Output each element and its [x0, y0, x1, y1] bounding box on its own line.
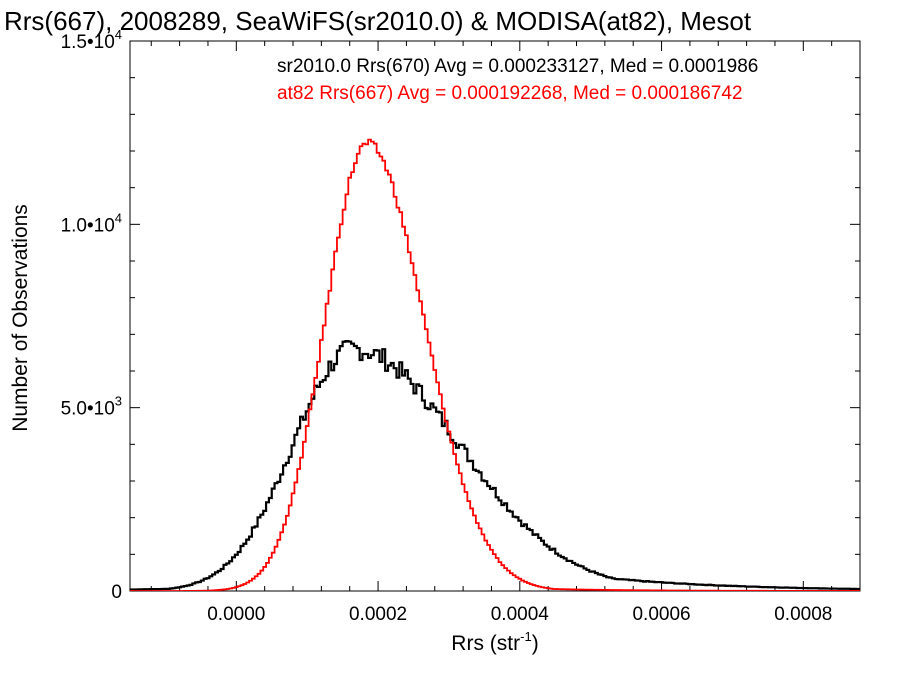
x-tick-label: 0.0006 — [632, 604, 690, 625]
y-tick-label-mantissa: 1.5•10 — [61, 32, 115, 53]
y-axis-label: Number of Observations — [9, 204, 32, 432]
y-tick-label: 1.5•104 — [61, 27, 122, 53]
y-tick-label-exponent: 4 — [115, 210, 122, 225]
series-line-red — [130, 138, 860, 591]
series-line-black — [130, 340, 860, 591]
legend-entry-red: at82 Rrs(667) Avg = 0.000192268, Med = 0… — [277, 83, 743, 104]
plot-frame — [129, 40, 861, 592]
x-tick-label: 0.0004 — [491, 604, 550, 625]
y-tick-label-mantissa: 5.0•10 — [61, 399, 115, 420]
series-layer — [130, 138, 860, 591]
chart-title: Rrs(667), 2008289, SeaWiFS(sr2010.0) & M… — [4, 6, 752, 36]
y-tick-label-mantissa: 1.0•10 — [61, 215, 115, 236]
y-tick-label: 1.0•104 — [61, 210, 122, 236]
x-axis-label-sup: -1 — [520, 629, 532, 644]
x-tick-label: 0.0008 — [774, 604, 832, 625]
y-tick-label-mantissa: 0 — [111, 582, 122, 603]
plot-border — [129, 40, 861, 592]
x-axis-ticks: 0.0000 0.0002 0.0004 0.0006 0.0008 — [150, 41, 861, 625]
x-tick-label: 0.0002 — [349, 604, 407, 625]
legend-entry-black: sr2010.0 Rrs(670) Avg = 0.000233127, Med… — [277, 56, 758, 77]
x-tick-label: 0.0000 — [207, 604, 265, 625]
y-tick-label-exponent: 4 — [115, 27, 122, 42]
x-axis-label: Rrs (str-1) — [451, 629, 538, 655]
y-tick-label: 5.0•103 — [61, 394, 122, 420]
x-axis-label-close: ) — [532, 632, 539, 655]
y-tick-label: 0 — [111, 582, 122, 603]
y-tick-label-exponent: 3 — [115, 394, 122, 409]
x-axis-label-main: Rrs (str — [451, 632, 520, 655]
